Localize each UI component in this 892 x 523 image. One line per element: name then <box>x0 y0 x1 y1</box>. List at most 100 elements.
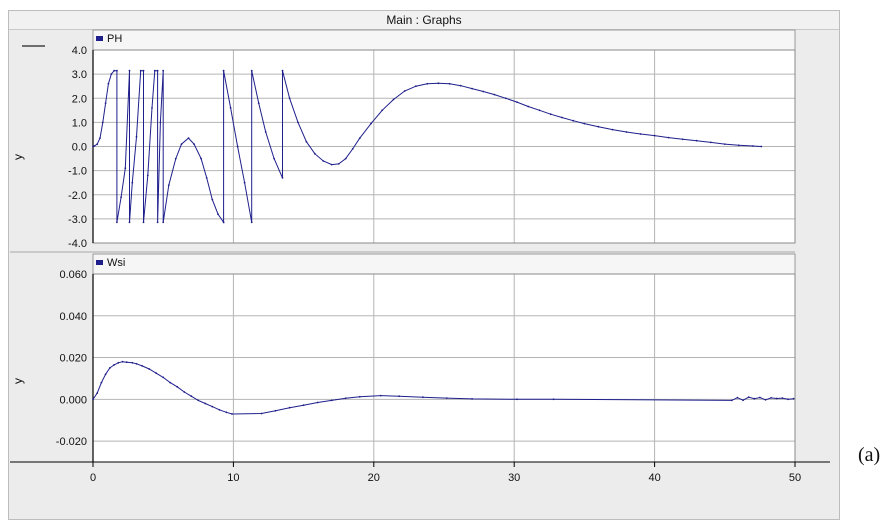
data-point <box>747 396 750 399</box>
data-point <box>180 143 183 146</box>
data-point <box>146 174 149 177</box>
data-point <box>611 128 614 131</box>
data-point <box>681 138 684 141</box>
data-point <box>225 411 228 414</box>
data-point <box>398 395 400 398</box>
data-point <box>316 401 319 404</box>
data-point <box>787 398 789 401</box>
data-point <box>229 107 232 109</box>
data-point <box>99 137 101 140</box>
data-point <box>124 167 127 170</box>
series-line <box>92 361 794 415</box>
data-point <box>337 163 340 165</box>
data-point <box>322 160 325 162</box>
data-point <box>113 69 115 72</box>
data-point <box>482 90 485 93</box>
data-point <box>108 367 111 369</box>
data-point <box>116 221 118 224</box>
y-tick-label: -2.0 <box>68 190 87 202</box>
data-point <box>92 145 94 148</box>
data-point <box>737 144 740 147</box>
data-point <box>141 365 144 367</box>
y-tick-label: 0.060 <box>59 269 87 281</box>
data-point <box>775 397 778 400</box>
data-point <box>100 381 103 384</box>
x-tick-label: 20 <box>368 472 380 484</box>
data-point <box>153 69 156 72</box>
data-point <box>211 405 214 408</box>
data-point <box>104 102 107 104</box>
data-point <box>151 107 153 109</box>
data-point <box>135 362 138 365</box>
data-point <box>131 181 134 184</box>
data-point <box>572 119 575 122</box>
data-point <box>415 85 417 88</box>
data-point <box>549 113 552 116</box>
data-point <box>516 398 518 401</box>
y-tick-label: 0.0 <box>72 142 87 154</box>
data-point <box>653 134 656 137</box>
data-point <box>313 152 316 155</box>
legend-label: PH <box>107 33 122 45</box>
data-point <box>131 361 134 364</box>
data-point <box>344 157 347 160</box>
y-tick-label: -0.020 <box>56 436 87 448</box>
data-point <box>183 391 186 393</box>
data-point <box>625 131 628 133</box>
data-point <box>142 69 145 72</box>
y-axis-label: y <box>11 378 25 384</box>
data-point <box>222 221 225 224</box>
data-point <box>561 116 563 119</box>
x-tick-label: 30 <box>508 472 520 484</box>
data-point <box>273 157 275 160</box>
data-point <box>448 82 451 85</box>
data-point <box>471 87 473 90</box>
figure-caption: (a) <box>858 444 881 466</box>
data-point <box>770 397 772 399</box>
data-point <box>583 122 586 125</box>
data-point <box>330 399 333 402</box>
data-point <box>205 177 208 179</box>
data-point <box>104 373 107 376</box>
data-point <box>156 221 159 224</box>
data-point <box>426 82 429 85</box>
data-point <box>139 69 142 72</box>
y-tick-label: 0.020 <box>59 353 87 365</box>
data-point <box>695 139 698 142</box>
data-point <box>792 397 795 400</box>
data-point <box>351 148 354 150</box>
data-point <box>281 177 284 179</box>
data-point <box>135 135 138 138</box>
data-point <box>753 397 756 400</box>
data-point <box>148 368 151 370</box>
plot-area <box>93 274 795 462</box>
data-point <box>101 121 104 124</box>
data-point <box>193 143 196 146</box>
data-point <box>281 69 284 72</box>
data-point <box>527 105 530 108</box>
series-line <box>92 70 762 224</box>
data-point <box>217 213 219 216</box>
data-point <box>110 73 113 75</box>
data-point <box>723 143 726 146</box>
data-point <box>764 398 767 401</box>
data-point <box>471 398 473 400</box>
data-point <box>493 93 496 96</box>
x-tick-label: 10 <box>227 472 239 484</box>
data-point <box>117 361 120 364</box>
data-point <box>752 145 754 147</box>
data-point <box>128 69 131 72</box>
data-point <box>274 409 277 412</box>
data-point <box>667 136 670 139</box>
data-point <box>125 361 128 364</box>
y-tick-label: -3.0 <box>68 214 87 226</box>
data-point <box>257 102 260 104</box>
y-tick-label: -4.0 <box>68 238 87 250</box>
y-tick-label: 4.0 <box>72 45 87 57</box>
data-point <box>142 221 145 224</box>
y-tick-label: -1.0 <box>68 166 87 178</box>
data-point <box>121 360 124 363</box>
data-point <box>370 122 372 125</box>
data-point <box>176 385 179 388</box>
y-tick-label: 2.0 <box>72 93 87 105</box>
